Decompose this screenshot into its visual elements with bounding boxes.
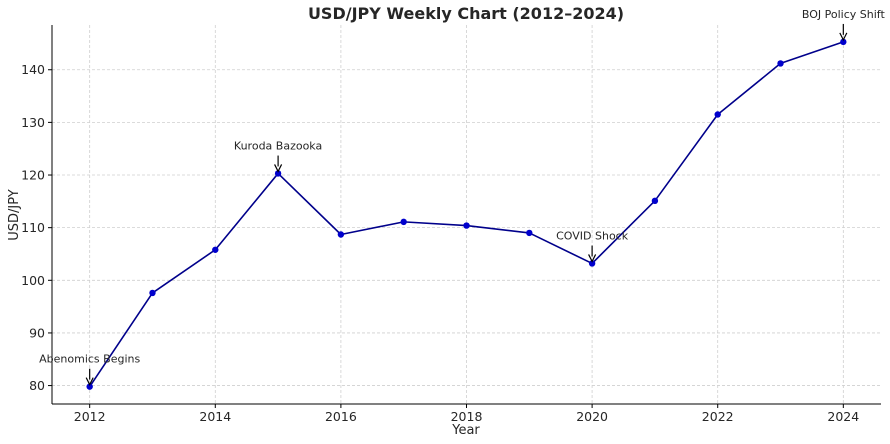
annotation-arrow-head-1 — [274, 164, 283, 173]
annotations: Abenomics Begins Kuroda Bazooka COVID Shoc… — [39, 8, 886, 386]
y-tick-label-0: 80 — [29, 378, 45, 393]
data-point-2023 — [777, 60, 784, 67]
x-tick-label-3: 2018 — [451, 409, 483, 424]
x-tick-label-6: 2024 — [827, 409, 859, 424]
series-layer — [86, 38, 847, 390]
y-tick-label-2: 100 — [21, 273, 45, 288]
chart-title: USD/JPY Weekly Chart (2012–2024) — [308, 4, 624, 23]
data-point-2013 — [149, 289, 156, 297]
x-tick-label-1: 2014 — [199, 409, 231, 424]
data-point-2015 — [274, 170, 282, 177]
data-point-2021 — [651, 197, 659, 205]
x-tick-label-2: 2016 — [325, 409, 357, 424]
annotation-label-2: COVID Shock — [556, 230, 629, 243]
y-axis-ticks: 80 90 100 110 120 130 140 — [21, 62, 52, 393]
y-tick-label-3: 110 — [21, 220, 45, 235]
x-axis-label: Year — [451, 423, 480, 438]
data-point-2012 — [86, 383, 93, 390]
y-axis-label: USD/JPY — [7, 189, 22, 241]
x-tick-label-4: 2020 — [576, 409, 608, 424]
annotation-arrow-head-0 — [85, 377, 94, 386]
annotation-label-1: Kuroda Bazooka — [234, 140, 322, 153]
data-point-2017 — [400, 218, 407, 226]
y-tick-label-5: 130 — [21, 115, 45, 130]
data-point-2022 — [714, 111, 721, 118]
series-line-0 — [89, 41, 844, 388]
grid-lines — [52, 25, 881, 404]
data-point-2016 — [337, 231, 345, 238]
y-tick-label-1: 90 — [29, 325, 45, 340]
annotation-arrow-head-2 — [588, 254, 597, 263]
y-tick-label-6: 140 — [21, 62, 45, 77]
data-point-2014 — [212, 246, 219, 253]
data-point-2019 — [526, 229, 533, 237]
annotation-label-3: BOJ Policy Shift — [802, 8, 886, 21]
x-tick-label-0: 2012 — [74, 409, 106, 424]
annotation-arrow-head-3 — [839, 32, 848, 42]
x-tick-label-5: 2022 — [702, 409, 734, 424]
annotation-label-0: Abenomics Begins — [39, 353, 140, 366]
x-axis-ticks: 2012 2014 2016 2018 2020 2022 2024 — [74, 404, 859, 424]
y-tick-label-4: 120 — [21, 168, 45, 183]
data-point-2020 — [588, 260, 596, 267]
data-point-2024 — [840, 38, 847, 46]
data-point-2018 — [463, 222, 470, 229]
